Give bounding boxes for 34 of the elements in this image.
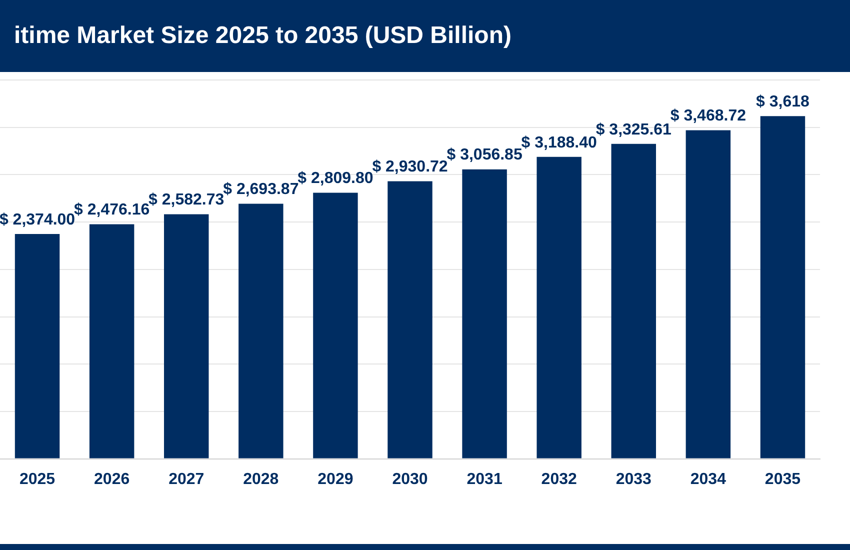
bar (14, 234, 60, 458)
data-label: $ 3,618 (756, 94, 810, 111)
data-label: $ 3,325.61 (596, 121, 672, 138)
data-label: $ 2,930.72 (372, 158, 448, 176)
data-label: $ 3,468.72 (670, 108, 746, 125)
x-tick-label: 2033 (616, 470, 652, 488)
x-tick-label: 2032 (541, 470, 577, 488)
data-label: $ 2,809.80 (298, 170, 374, 188)
data-label: $ 3,188.40 (521, 134, 598, 152)
data-label: $ 2,582.73 (148, 192, 224, 209)
bar (388, 181, 432, 458)
bar (611, 144, 656, 458)
x-tick-label: 2026 (94, 470, 130, 488)
bar (686, 130, 731, 458)
x-tick-label: 2031 (466, 470, 502, 488)
x-tick-label: 2027 (168, 470, 204, 488)
data-label: $ 2,693.87 (223, 181, 299, 198)
x-tick-label: 2034 (690, 470, 726, 488)
x-tick-label: 2035 (764, 470, 801, 488)
data-label: $ 2,374.00 (0, 211, 76, 228)
x-tick-label: 2028 (243, 470, 279, 488)
chart-title: itime Market Size 2025 to 2035 (USD Billion) (0, 0, 850, 72)
x-tick-label: 2030 (392, 470, 428, 488)
data-label: $ 3,056.85 (446, 146, 522, 164)
bar (536, 156, 582, 458)
bar (760, 116, 806, 458)
bar (238, 204, 284, 458)
bar (89, 224, 134, 458)
bar (313, 192, 358, 458)
x-tick-label: 2029 (318, 470, 354, 488)
bar (462, 169, 507, 458)
data-label: $ 2,476.16 (74, 202, 150, 219)
x-tick-label: 2025 (19, 470, 56, 488)
bar (164, 214, 209, 458)
